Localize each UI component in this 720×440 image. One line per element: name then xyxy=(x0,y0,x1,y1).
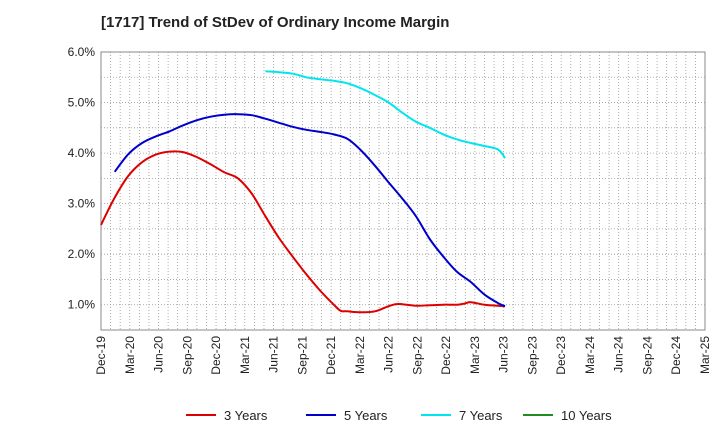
series-line-3-years xyxy=(100,150,506,314)
x-tick-label: Sep-23 xyxy=(525,336,539,375)
x-tick-label: Jun-23 xyxy=(497,336,511,373)
grid-lines xyxy=(101,52,705,330)
x-tick-label: Mar-20 xyxy=(123,336,137,374)
y-tick-label: 2.0% xyxy=(68,247,96,261)
x-tick-label: Dec-19 xyxy=(94,336,108,375)
x-tick-label: Dec-22 xyxy=(439,336,453,375)
x-tick-label: Jun-24 xyxy=(612,336,626,373)
x-tick-label: Jun-22 xyxy=(382,336,396,373)
y-tick-label: 3.0% xyxy=(68,197,96,211)
x-tick-label: Sep-20 xyxy=(180,336,194,375)
x-tick-label: Dec-20 xyxy=(209,336,223,375)
series-lines xyxy=(100,70,506,314)
x-tick-label: Jun-20 xyxy=(152,336,166,373)
x-tick-label: Mar-23 xyxy=(468,336,482,374)
x-tick-label: Sep-21 xyxy=(295,336,309,375)
legend-label: 3 Years xyxy=(224,408,268,423)
y-tick-label: 4.0% xyxy=(68,146,96,160)
chart-title: [1717] Trend of StDev of Ordinary Income… xyxy=(101,14,450,31)
x-tick-label: Dec-24 xyxy=(669,336,683,375)
legend: 3 Years 5 Years 7 Years 10 Years xyxy=(186,408,612,423)
series-line-7-years xyxy=(265,70,506,159)
legend-label: 10 Years xyxy=(561,408,612,423)
x-tick-label: Sep-24 xyxy=(640,336,654,375)
y-tick-label: 1.0% xyxy=(68,298,96,312)
x-tick-label: Mar-21 xyxy=(238,336,252,374)
legend-label: 5 Years xyxy=(344,408,388,423)
x-tick-label: Mar-22 xyxy=(353,336,367,374)
y-axis: 1.0% 2.0% 3.0% 4.0% 5.0% 6.0% xyxy=(68,45,96,312)
y-tick-label: 5.0% xyxy=(68,96,96,110)
plot-area xyxy=(100,51,706,331)
x-tick-label: Dec-23 xyxy=(554,336,568,375)
x-tick-label: Jun-21 xyxy=(267,336,281,373)
x-tick-label: Dec-21 xyxy=(324,336,338,375)
x-tick-label: Mar-25 xyxy=(698,336,712,374)
y-tick-label: 6.0% xyxy=(68,45,96,59)
legend-label: 7 Years xyxy=(459,408,503,423)
x-tick-label: Sep-22 xyxy=(410,336,424,375)
series-line-5-years xyxy=(113,113,506,308)
x-axis: Dec-19 Mar-20 Jun-20 Sep-20 Dec-20 Mar-21 Jun-… xyxy=(94,336,712,375)
x-tick-label: Mar-24 xyxy=(583,336,597,374)
